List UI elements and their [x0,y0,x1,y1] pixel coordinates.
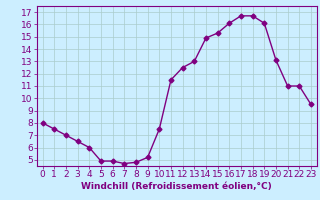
X-axis label: Windchill (Refroidissement éolien,°C): Windchill (Refroidissement éolien,°C) [81,182,272,191]
